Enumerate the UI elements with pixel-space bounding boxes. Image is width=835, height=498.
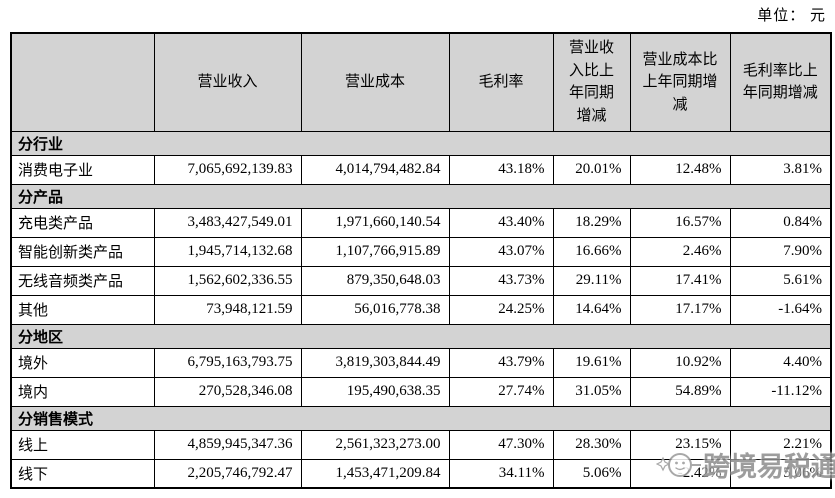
margin-cell: 43.18% — [448, 154, 554, 185]
cost-yoy-cell: 10.92% — [629, 347, 731, 378]
row-label: 境外 — [10, 347, 155, 378]
revenue-yoy-cell: 28.30% — [552, 429, 631, 460]
row-label: 无线音频类产品 — [10, 265, 155, 296]
header-margin-yoy: 毛利率比上年同期增减 — [729, 32, 832, 132]
table-body: 分行业 消费电子业 7,065,692,139.83 4,014,794,482.84… — [10, 130, 832, 489]
header-cost: 营业成本 — [300, 32, 450, 132]
margin-cell: 43.07% — [448, 236, 554, 267]
cost-yoy-cell: 54.89% — [629, 376, 731, 407]
section-row: 分销售模式 — [10, 405, 832, 431]
margin-yoy-cell: 0.84% — [729, 207, 832, 238]
cost-cell: 195,490,638.35 — [300, 376, 450, 407]
cost-yoy-cell: 23.15% — [629, 429, 731, 460]
row-label: 线上 — [10, 429, 155, 460]
table-row: 境内 270,528,346.08 195,490,638.35 27.74% 31.0… — [10, 376, 832, 407]
revenue-yoy-cell: 31.05% — [552, 376, 631, 407]
table-row: 消费电子业 7,065,692,139.83 4,014,794,482.84 43.… — [10, 154, 832, 185]
row-label: 智能创新类产品 — [10, 236, 155, 267]
margin-yoy-cell: 7.90% — [729, 236, 832, 267]
section-row: 分行业 — [10, 130, 832, 156]
section-label: 分销售模式 — [10, 405, 832, 431]
revenue-yoy-cell: 20.01% — [552, 154, 631, 185]
cost-cell: 4,014,794,482.84 — [300, 154, 450, 185]
table-row: 无线音频类产品 1,562,602,336.55 879,350,648.03 43.… — [10, 265, 832, 296]
cost-cell: 56,016,778.38 — [300, 294, 450, 325]
table-row: 充电类产品 3,483,427,549.01 1,971,660,140.54 43.… — [10, 207, 832, 238]
margin-cell: 27.74% — [448, 376, 554, 407]
margin-cell: 24.25% — [448, 294, 554, 325]
section-label: 分行业 — [10, 130, 832, 156]
cost-cell: 1,971,660,140.54 — [300, 207, 450, 238]
revenue-cell: 2,205,746,792.47 — [153, 458, 302, 489]
revenue-cell: 270,528,346.08 — [153, 376, 302, 407]
margin-cell: 43.79% — [448, 347, 554, 378]
row-label: 充电类产品 — [10, 207, 155, 238]
margin-cell: 34.11% — [448, 458, 554, 489]
revenue-yoy-cell: 19.61% — [552, 347, 631, 378]
cost-yoy-cell: 16.57% — [629, 207, 731, 238]
margin-yoy-cell: -11.12% — [729, 376, 832, 407]
cost-yoy-cell: 2.46% — [629, 236, 731, 267]
margin-cell: 43.40% — [448, 207, 554, 238]
cost-cell: 1,107,766,915.89 — [300, 236, 450, 267]
row-label: 其他 — [10, 294, 155, 325]
header-revenue-yoy: 营业收入比上年同期增减 — [552, 32, 631, 132]
revenue-yoy-cell: 5.06% — [552, 458, 631, 489]
margin-cell: 47.30% — [448, 429, 554, 460]
table-row: 智能创新类产品 1,945,714,132.68 1,107,766,915.89 4… — [10, 236, 832, 267]
row-label: 境内 — [10, 376, 155, 407]
margin-yoy-cell: 2.21% — [729, 429, 832, 460]
section-label: 分产品 — [10, 183, 832, 209]
margin-cell: 43.73% — [448, 265, 554, 296]
cost-yoy-cell: 17.17% — [629, 294, 731, 325]
revenue-yoy-cell: 29.11% — [552, 265, 631, 296]
margin-yoy-cell: 5.61% — [729, 265, 832, 296]
revenue-yoy-cell: 14.64% — [552, 294, 631, 325]
header-blank — [10, 32, 155, 132]
revenue-cell: 73,948,121.59 — [153, 294, 302, 325]
cost-cell: 3,819,303,844.49 — [300, 347, 450, 378]
revenue-cell: 7,065,692,139.83 — [153, 154, 302, 185]
header-row: 营业收入 营业成本 毛利率 营业收入比上年同期增减 营业成本比上年同期增减 毛利… — [10, 32, 832, 132]
table-row: 线上 4,859,945,347.36 2,561,323,273.00 47.30%… — [10, 429, 832, 460]
header-revenue: 营业收入 — [153, 32, 302, 132]
revenue-cell: 3,483,427,549.01 — [153, 207, 302, 238]
cost-cell: 2,561,323,273.00 — [300, 429, 450, 460]
revenue-cell: 4,859,945,347.36 — [153, 429, 302, 460]
table-row: 线下 2,205,746,792.47 1,453,471,209.84 34.11%… — [10, 458, 832, 489]
cost-cell: 1,453,471,209.84 — [300, 458, 450, 489]
table-row: 其他 73,948,121.59 56,016,778.38 24.25% 14.64%… — [10, 294, 832, 325]
table-row: 境外 6,795,163,793.75 3,819,303,844.49 43.79%… — [10, 347, 832, 378]
margin-yoy-cell: -1.64% — [729, 294, 832, 325]
cost-cell: 879,350,648.03 — [300, 265, 450, 296]
revenue-cell: 1,945,714,132.68 — [153, 236, 302, 267]
revenue-cell: 6,795,163,793.75 — [153, 347, 302, 378]
margin-yoy-cell: 5.06% — [729, 458, 832, 489]
cost-yoy-cell: -2.42% — [629, 458, 731, 489]
section-label: 分地区 — [10, 323, 832, 349]
revenue-yoy-cell: 16.66% — [552, 236, 631, 267]
header-gross-margin: 毛利率 — [448, 32, 554, 132]
row-label: 线下 — [10, 458, 155, 489]
cost-yoy-cell: 17.41% — [629, 265, 731, 296]
section-row: 分产品 — [10, 183, 832, 209]
section-row: 分地区 — [10, 323, 832, 349]
row-label: 消费电子业 — [10, 154, 155, 185]
revenue-breakdown-table: 营业收入 营业成本 毛利率 营业收入比上年同期增减 营业成本比上年同期增减 毛利… — [10, 32, 832, 489]
header-cost-yoy: 营业成本比上年同期增减 — [629, 32, 731, 132]
margin-yoy-cell: 3.81% — [729, 154, 832, 185]
unit-label: 单位： 元 — [757, 8, 826, 24]
revenue-yoy-cell: 18.29% — [552, 207, 631, 238]
revenue-cell: 1,562,602,336.55 — [153, 265, 302, 296]
margin-yoy-cell: 4.40% — [729, 347, 832, 378]
cost-yoy-cell: 12.48% — [629, 154, 731, 185]
